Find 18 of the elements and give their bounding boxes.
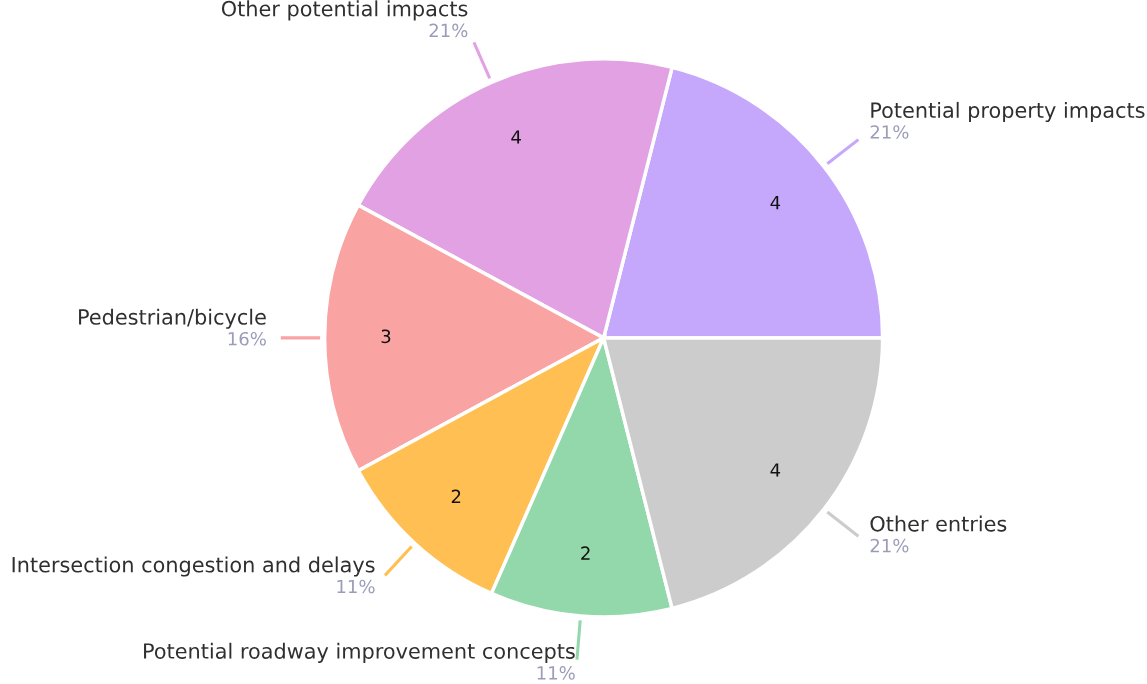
text: 11%	[337, 579, 375, 594]
slice-label: Potential property impacts	[871, 101, 1145, 123]
text: 11%	[537, 666, 575, 680]
text: 16%	[228, 331, 266, 346]
data-label: 2	[581, 546, 590, 560]
slice-label: Intersection congestion and delays	[12, 556, 375, 577]
text: 21%	[870, 125, 909, 139]
data-label: 4	[770, 196, 781, 210]
slice-label: Pedestrian/bicycle	[79, 308, 266, 329]
data-label: 2	[451, 489, 461, 503]
data-label: 4	[770, 463, 781, 477]
text: 21%	[870, 538, 909, 553]
slice-label: Other potential impacts	[221, 0, 468, 21]
data-label: 4	[511, 130, 521, 144]
text: 21%	[429, 23, 468, 38]
slice-label: Potential roadway improvement concepts	[144, 642, 575, 663]
data-label: 3	[381, 329, 391, 344]
slice-label: Other entries	[870, 515, 1007, 532]
